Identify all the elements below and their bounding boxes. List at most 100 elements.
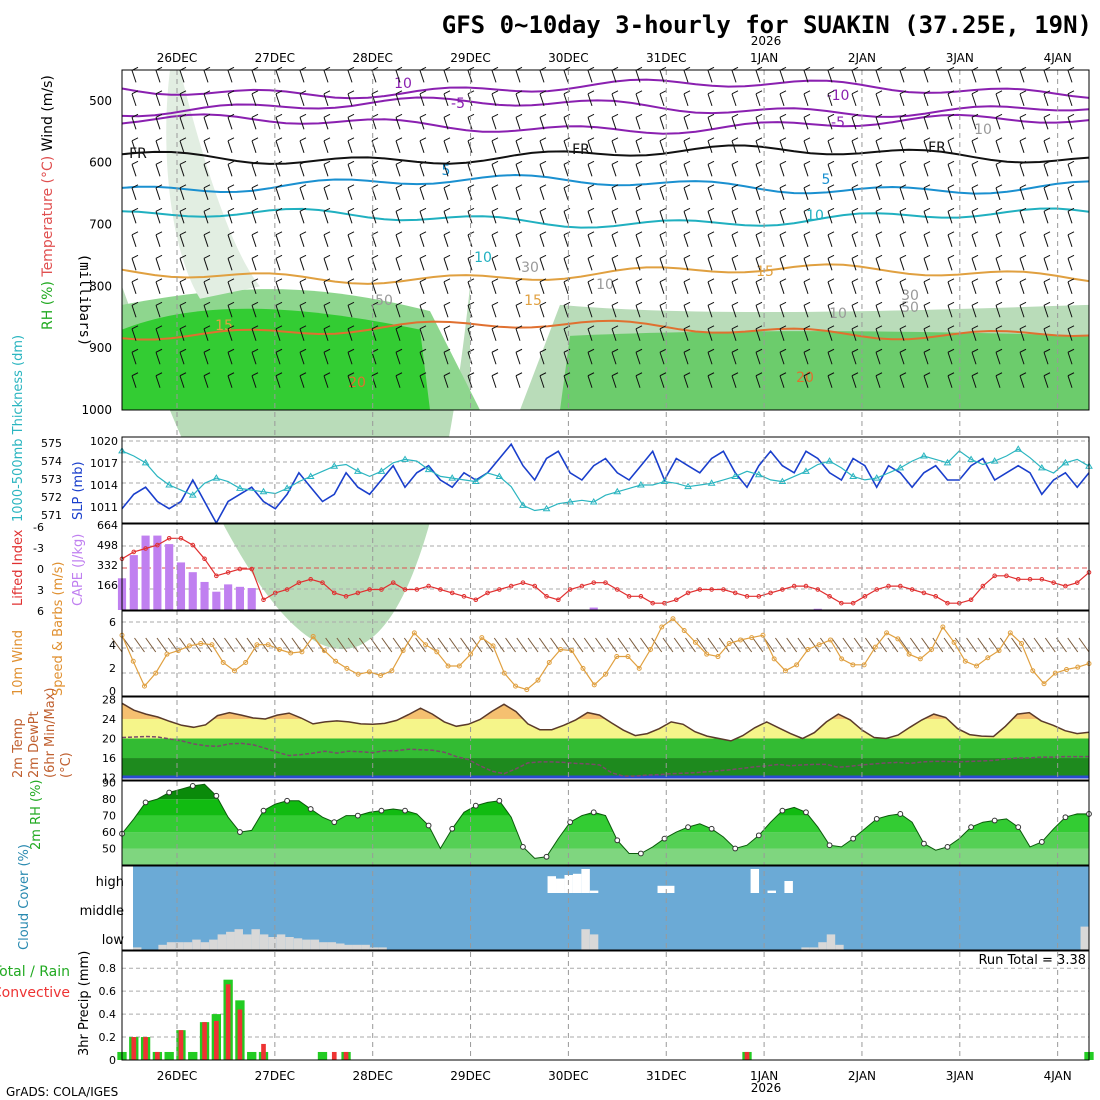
lifted-index-marker [414,587,420,592]
wind10m-barb [1044,637,1056,653]
wind-speed-marker [558,646,564,652]
wind-barb [587,70,593,83]
wind-barb [203,258,209,271]
wind-barb-flag [179,348,187,353]
wind-barb [227,352,233,365]
cape-ylabel: CAPE (J/kg) [71,534,86,606]
wind-barb [851,187,857,200]
wind-barb [755,281,761,294]
wind-barb [539,70,545,83]
wind-barb [227,164,233,177]
wind-barb [1067,352,1073,365]
wind-barb-flag [299,254,307,259]
wind-barb-flag [179,301,187,306]
wind-barb [803,258,809,271]
wind-barb-flag [419,113,427,118]
wind-barb [323,164,329,177]
wind-barb-flag [875,372,883,377]
wind-barb-flag [251,160,259,165]
cloud-low-bar [302,939,311,950]
wind-barb-flag [971,254,979,259]
wind-barb-flag [587,160,595,165]
lifted-index-marker [390,580,396,585]
wind-barb-flag [803,325,811,330]
wind-barb-flag [131,90,139,95]
rh-ytick: 50 [102,843,116,856]
wind-barb-flag [899,301,907,306]
wind-barb [419,305,425,318]
precip-ytick: 0.6 [99,985,117,998]
precip-conv-bar [143,1037,148,1060]
wind-barb-flag [563,348,571,353]
wind-barb [491,375,497,388]
wind-barb-flag [467,137,475,142]
lifted-index-marker [603,580,608,585]
wind-barb-flag [587,184,595,189]
lifted-index-marker [874,587,880,592]
wind-barb [971,328,977,341]
wind10m-barb [752,637,764,653]
wind-barb-flag [275,254,283,259]
wind-barb-flag [443,254,451,259]
wind-barb [1043,93,1049,107]
wind-barb [227,305,233,318]
wind-barb-flag [827,184,835,189]
wind-barb [203,328,209,341]
rh-marker [425,822,432,829]
wind-barb-flag [515,137,523,142]
wind-ytick: 4 [109,639,116,652]
date-label-bottom: 2JAN [848,1069,876,1083]
temp-ylabel-part: (°C) [59,752,74,778]
wind-barb-flag [995,184,1003,189]
lifted-index-marker [614,587,620,592]
wind10m-barb [696,637,708,653]
wind-barb [515,164,521,177]
wind-barb-flag [515,113,523,118]
contour-label: FR [129,146,147,162]
wind-barb-flag [155,278,163,283]
wind-barb [803,328,809,341]
wind-barb [875,93,881,107]
upper-air-ytick: 700 [89,218,112,232]
wind-barb-flag [611,278,619,283]
thickness-ytick: 574 [41,455,62,468]
wind-barb-flag [563,90,571,95]
wind-barb-flag [1067,348,1075,353]
wind-barb [995,187,1001,200]
wind-barb [971,117,977,130]
wind-speed-marker [659,624,665,630]
wind-barb-flag [179,325,187,330]
wind-barb-flag [635,254,643,259]
wind-barb [251,93,257,107]
wind-barb [323,140,329,153]
rh-marker [213,792,220,799]
lifted-index-marker [1039,576,1045,582]
wind-barb-flag [131,231,139,236]
wind-barb [707,258,713,271]
wind-barb-flag [1067,160,1075,165]
wind-barb [875,164,881,177]
slp-ytick: 1014 [90,479,118,492]
wind-barb [251,375,257,388]
wind-speed-marker [614,654,620,660]
wind-barb [1067,234,1073,247]
wind-barb-flag [899,372,907,377]
wind-barb-flag [755,90,763,95]
wind-speed-marker [726,641,732,647]
wind-barb [515,187,521,200]
wind-barb-flag [299,348,307,353]
slp-bg [122,437,1089,523]
wind-barb-flag [827,207,835,212]
year-label-bottom: 2026 [751,1081,782,1095]
wind-speed-marker [951,639,957,645]
wind-speed-marker [501,670,507,676]
wind10m-barb [134,637,145,653]
wind-barb-flag [323,231,331,236]
wind-barb [587,375,593,388]
temperature-contour [121,207,1090,229]
wind-barb [755,305,761,318]
rh-marker [237,829,243,835]
wind-barb [755,352,761,365]
wind-barb [947,375,953,388]
lifted-index-marker [308,576,313,582]
